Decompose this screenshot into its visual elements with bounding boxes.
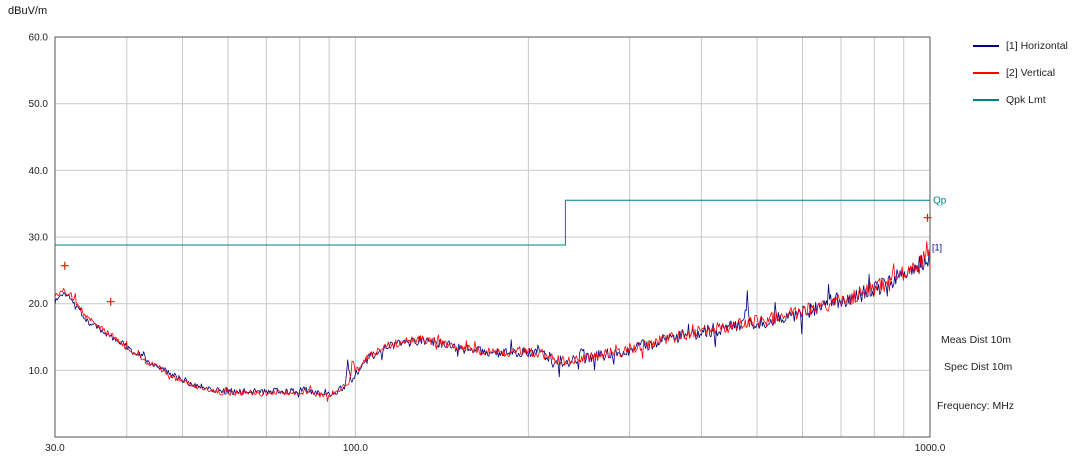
qpk-limit-swatch-icon (973, 99, 999, 101)
plot-border (54, 36, 931, 438)
legend-label-qpk-limit: Qpk Lmt (1006, 94, 1046, 106)
y-tick-label: 60.0 (29, 33, 49, 44)
x-tick-label: 100.0 (343, 443, 368, 454)
y-tick-label: 10.0 (29, 366, 49, 377)
gridlines (54, 36, 931, 438)
frequency-unit-label: Frequency: MHz (937, 400, 1015, 412)
qpk-limit-line (55, 199, 930, 246)
y-tick-label: 50.0 (29, 99, 49, 110)
trace-vertical (54, 240, 931, 402)
x-tick-label: 1000.0 (915, 443, 946, 454)
legend-label-horizontal: [1] Horizontal (1006, 40, 1068, 52)
peak-marker-icon (106, 297, 115, 306)
y-tick-label: 20.0 (29, 299, 49, 310)
tick-labels: 60.0 50.0 40.0 30.0 20.0 10.0 30.0 100.0 1000.0 (29, 33, 946, 455)
x-tick-label: 30.0 (45, 443, 65, 454)
chart-legend: [1] Horizontal [2] Vertical Qpk Lmt (973, 40, 1068, 121)
peak-markers (60, 213, 932, 306)
legend-label-vertical: [2] Vertical (1006, 67, 1056, 79)
peak-marker-icon (60, 261, 69, 270)
legend-item-horizontal: [1] Horizontal (973, 40, 1068, 52)
peak-marker-icon (923, 213, 932, 222)
y-tick-label: 30.0 (29, 233, 49, 244)
y-axis-unit-label: dBuV/m (8, 5, 48, 17)
y-tick-label: 40.0 (29, 166, 49, 177)
trace-horizontal (54, 254, 931, 398)
spec-dist-label: Spec Dist 10m (944, 361, 1013, 373)
meas-dist-label: Meas Dist 10m (941, 334, 1012, 346)
vertical-trace-swatch-icon (973, 72, 999, 74)
horizontal-trace-swatch-icon (973, 45, 999, 47)
legend-item-qpk-limit: Qpk Lmt (973, 94, 1068, 106)
trace-end-label: [1] (932, 243, 942, 253)
qp-limit-label: Qp (933, 195, 947, 206)
legend-item-vertical: [2] Vertical (973, 67, 1068, 79)
